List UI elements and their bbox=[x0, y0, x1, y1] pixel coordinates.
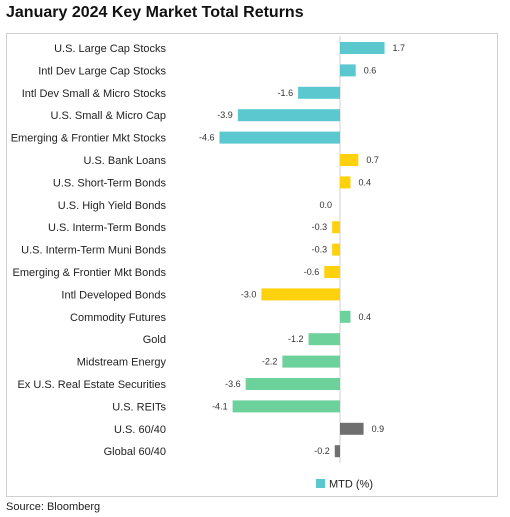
bar bbox=[261, 288, 340, 301]
bar bbox=[232, 400, 340, 413]
bar bbox=[237, 109, 340, 122]
value-label: -1.6 bbox=[278, 88, 294, 98]
bar bbox=[245, 378, 340, 390]
value-label: -2.2 bbox=[262, 357, 278, 367]
value-label: -3.6 bbox=[225, 379, 241, 389]
bar bbox=[340, 422, 364, 435]
bar bbox=[282, 355, 340, 368]
value-label: 0.4 bbox=[358, 177, 371, 187]
category-label: Emerging & Frontier Mkt Bonds bbox=[13, 267, 167, 279]
value-label: 0.4 bbox=[358, 312, 371, 322]
legend-swatch bbox=[316, 479, 325, 488]
category-label: U.S. High Yield Bonds bbox=[58, 200, 167, 212]
bar bbox=[340, 64, 356, 77]
bar bbox=[334, 445, 340, 458]
category-label: Global 60/40 bbox=[104, 446, 166, 458]
value-label: 0.6 bbox=[364, 65, 377, 75]
bar bbox=[219, 131, 340, 144]
bar bbox=[332, 221, 340, 234]
value-label: -0.2 bbox=[314, 446, 330, 456]
value-label: -3.9 bbox=[217, 110, 233, 120]
category-label: U.S. Small & Micro Cap bbox=[50, 110, 166, 122]
category-label: Intl Dev Small & Micro Stocks bbox=[22, 88, 167, 100]
value-label: -1.2 bbox=[288, 334, 304, 344]
category-label: U.S. REITs bbox=[112, 401, 166, 413]
bar bbox=[340, 310, 351, 323]
legend-label: MTD (%) bbox=[329, 479, 373, 491]
chart-title: January 2024 Key Market Total Returns bbox=[6, 4, 304, 21]
value-label: 0.9 bbox=[372, 424, 385, 434]
bar bbox=[332, 243, 340, 256]
value-label: -0.3 bbox=[312, 222, 328, 232]
category-label: Commodity Futures bbox=[70, 312, 166, 324]
category-label: Gold bbox=[143, 334, 166, 346]
category-label: U.S. Interm-Term Muni Bonds bbox=[21, 245, 166, 257]
value-label: -4.1 bbox=[212, 401, 228, 411]
bar bbox=[298, 86, 340, 99]
category-label: U.S. Bank Loans bbox=[83, 155, 166, 167]
value-label: 0.0 bbox=[319, 200, 332, 210]
source-note: Source: Bloomberg bbox=[6, 501, 101, 513]
value-label: -0.3 bbox=[312, 245, 328, 255]
category-label: Intl Dev Large Cap Stocks bbox=[38, 65, 166, 77]
category-label: U.S. Short-Term Bonds bbox=[53, 177, 167, 189]
bar bbox=[340, 42, 385, 54]
value-label: -4.6 bbox=[199, 133, 215, 143]
value-label: 0.7 bbox=[366, 155, 379, 165]
value-label: -3.0 bbox=[241, 289, 257, 299]
bar bbox=[324, 266, 340, 278]
category-label: U.S. Interm-Term Bonds bbox=[48, 222, 166, 234]
category-label: U.S. 60/40 bbox=[114, 424, 166, 436]
category-label: U.S. Large Cap Stocks bbox=[54, 43, 166, 55]
bar bbox=[340, 176, 351, 189]
value-label: 1.7 bbox=[393, 43, 406, 53]
category-label: Emerging & Frontier Mkt Stocks bbox=[11, 133, 167, 145]
value-label: -0.6 bbox=[304, 267, 320, 277]
category-label: Ex U.S. Real Estate Securities bbox=[17, 379, 166, 391]
category-label: Midstream Energy bbox=[77, 357, 167, 369]
bar bbox=[340, 154, 359, 166]
category-label: Intl Developed Bonds bbox=[61, 289, 166, 301]
chart-frame bbox=[6, 33, 498, 497]
bar bbox=[308, 333, 340, 346]
